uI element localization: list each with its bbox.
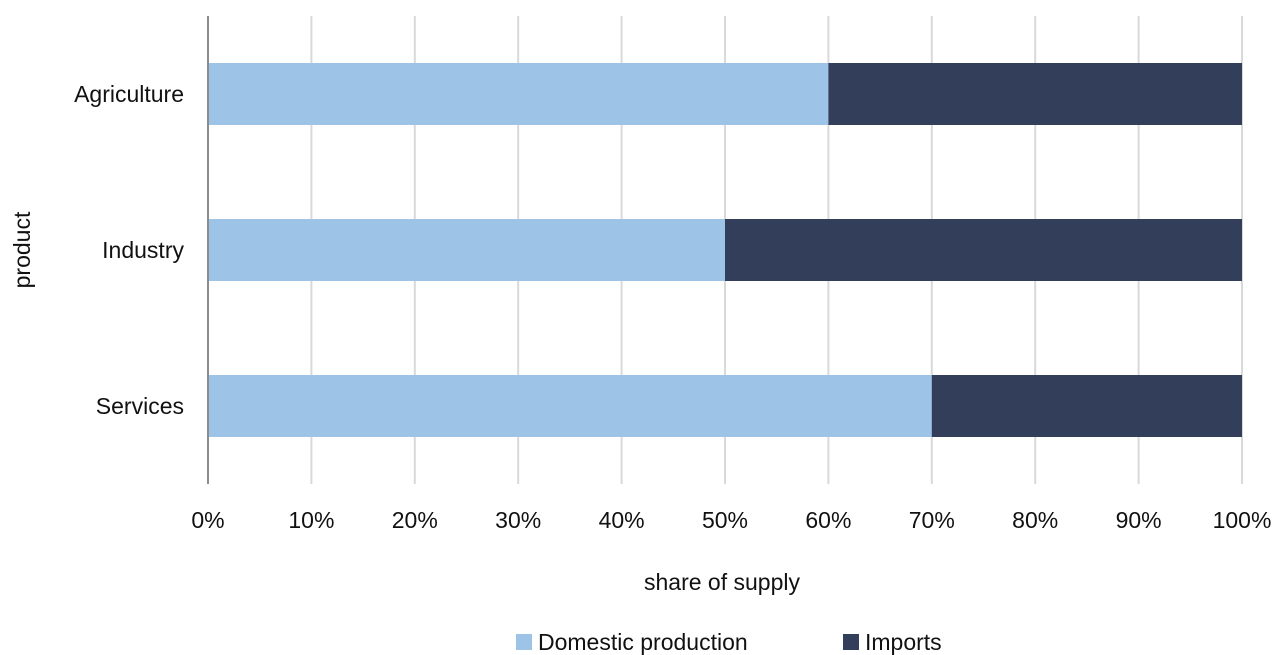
x-tick-label: 100%: [1213, 507, 1272, 533]
legend-swatch-imports: [843, 634, 859, 650]
bars: [208, 63, 1242, 437]
bar-industry-domestic-production: [208, 219, 725, 281]
y-axis-title: product: [9, 211, 35, 288]
x-tick-label: 20%: [392, 507, 438, 533]
x-tick-label: 80%: [1012, 507, 1058, 533]
x-tick-labels: 0% 10% 20% 30% 40% 50% 60% 70% 80% 90% 100%: [191, 507, 1271, 533]
bar-agriculture-domestic-production: [208, 63, 829, 125]
legend-swatch-domestic-production: [516, 634, 532, 650]
x-axis-title: share of supply: [644, 569, 800, 595]
bar-industry-imports: [725, 219, 1242, 281]
legend-label: Domestic production: [538, 629, 748, 655]
category-label: Services: [96, 393, 184, 419]
x-tick-label: 0%: [191, 507, 224, 533]
y-category-labels: Agriculture Industry Services: [74, 81, 184, 419]
x-tick-label: 40%: [599, 507, 645, 533]
x-tick-label: 60%: [805, 507, 851, 533]
bar-services-domestic-production: [208, 375, 932, 437]
category-label: Agriculture: [74, 81, 184, 107]
bar-agriculture-imports: [828, 63, 1242, 125]
bar-services-imports: [931, 375, 1242, 437]
x-tick-label: 90%: [1116, 507, 1162, 533]
x-tick-label: 30%: [495, 507, 541, 533]
legend-label: Imports: [865, 629, 942, 655]
x-tick-label: 10%: [288, 507, 334, 533]
category-label: Industry: [102, 237, 184, 263]
legend: Domestic production Imports: [516, 629, 942, 655]
x-tick-label: 70%: [909, 507, 955, 533]
x-tick-label: 50%: [702, 507, 748, 533]
